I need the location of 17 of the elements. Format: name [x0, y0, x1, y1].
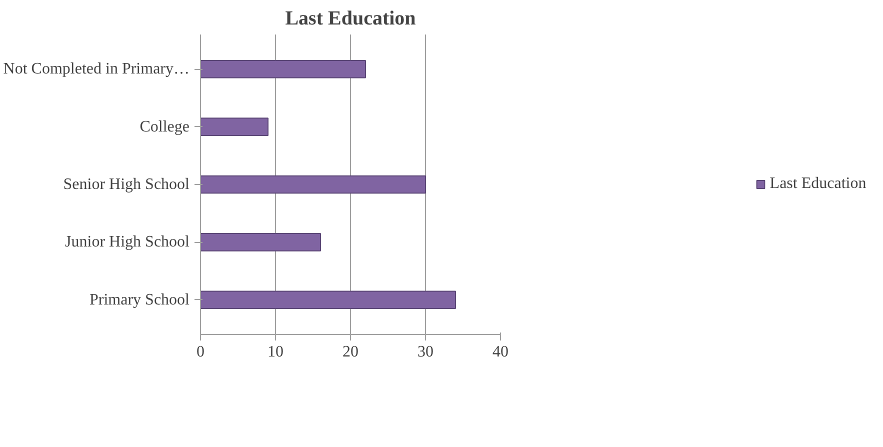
- x-tick-label: 30: [418, 344, 434, 360]
- x-tick-label: 0: [196, 344, 204, 360]
- bar: [200, 60, 366, 78]
- chart-title: Last Education: [285, 8, 416, 30]
- bar: [200, 233, 321, 252]
- y-tick-label: College: [140, 118, 190, 136]
- y-tick-label: Not Completed in Primary…: [3, 60, 190, 78]
- bar: [200, 290, 456, 310]
- x-tick-label: 20: [342, 344, 358, 360]
- x-tick-label: 40: [492, 344, 508, 360]
- bar: [200, 118, 268, 136]
- y-tick-label: Junior High School: [65, 234, 190, 251]
- bar: [200, 175, 426, 194]
- y-tick-label: Primary School: [90, 291, 190, 308]
- legend-label: Last Education: [770, 175, 866, 193]
- x-tick-label: 10: [268, 344, 284, 360]
- y-tick-label: Senior High School: [63, 176, 190, 193]
